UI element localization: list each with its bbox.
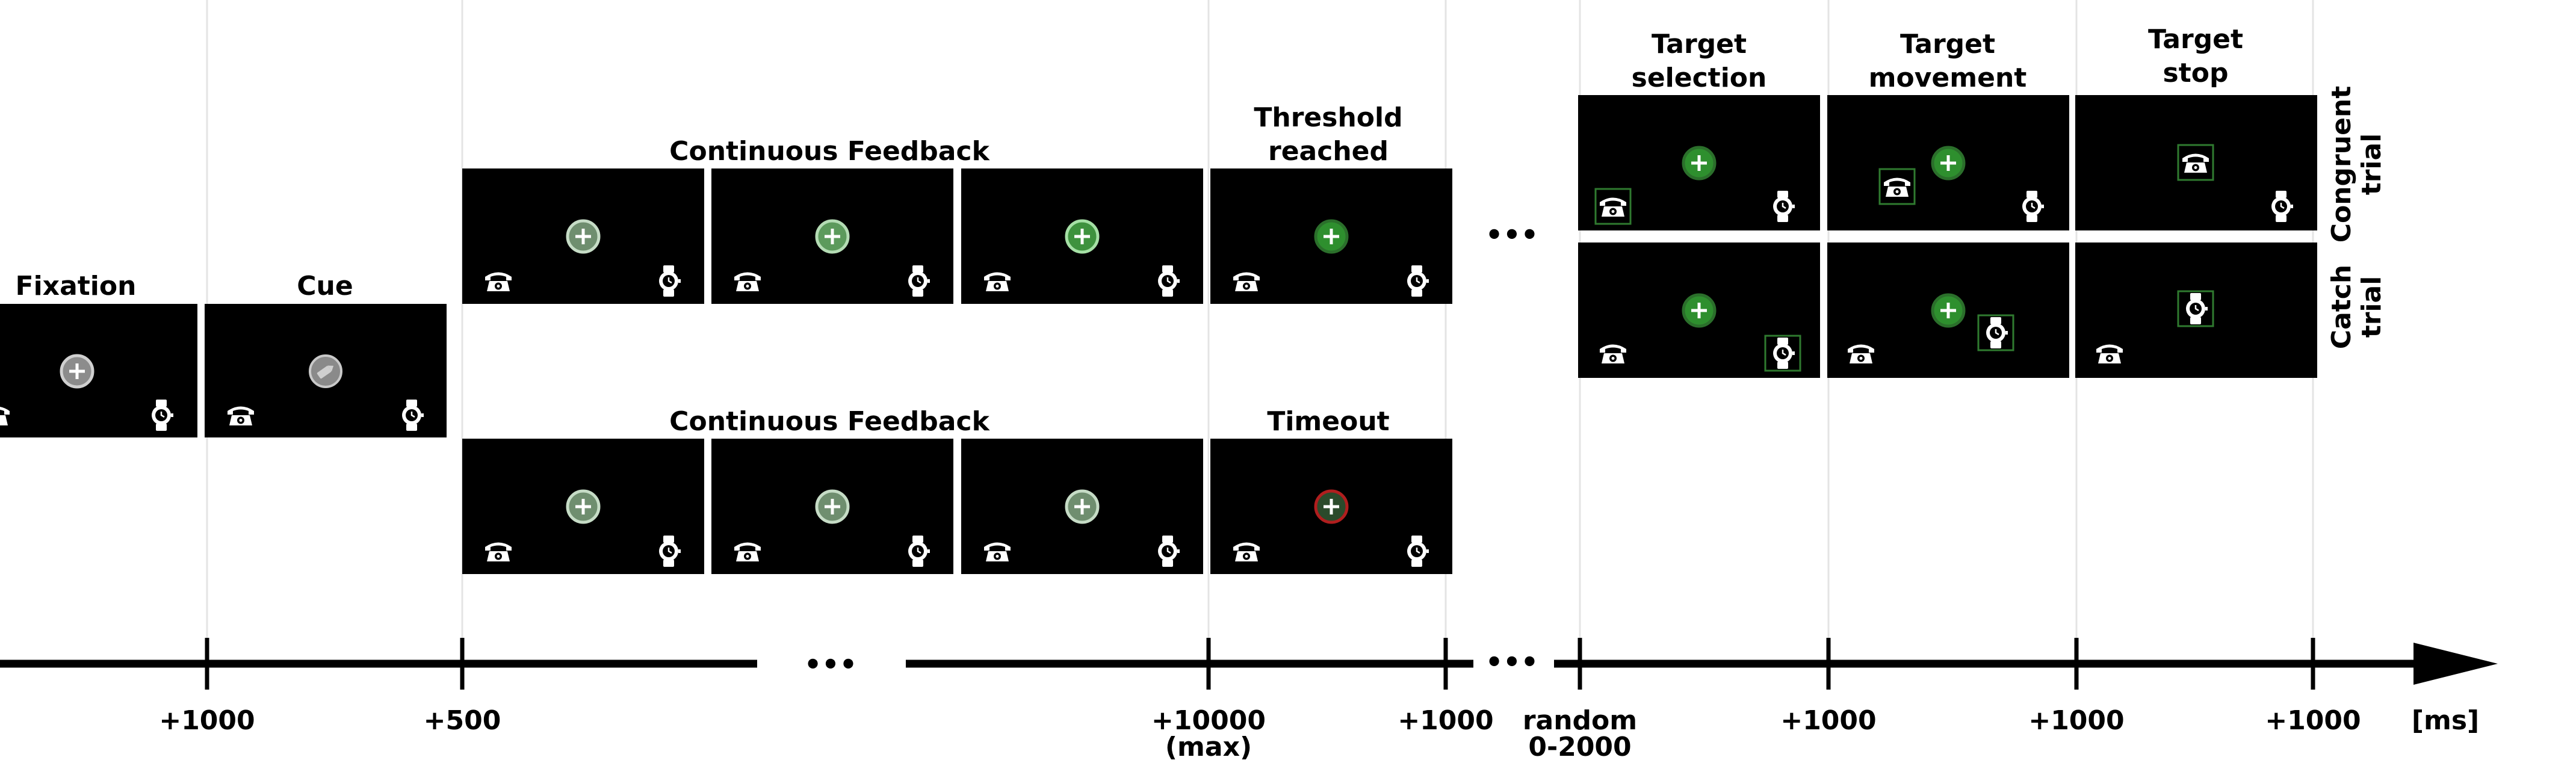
plus-icon (1324, 499, 1339, 514)
fixation-circle (1682, 146, 1717, 181)
stop-label-line1: Target (2148, 24, 2243, 55)
axis-ellipsis: ••• (804, 648, 857, 681)
plus-icon (825, 229, 840, 244)
tick-label: +500 (424, 705, 501, 736)
fixation-circle (1931, 293, 1966, 328)
trial-screens (0, 95, 2317, 574)
axis-ellipsis: ••• (1485, 646, 1538, 678)
tick-label: +1000 (1780, 705, 1876, 736)
trial-screen (462, 168, 704, 304)
movement-label-line1: Target (1900, 29, 1995, 60)
fixation-circle (1065, 489, 1100, 524)
trial-screen (205, 304, 447, 437)
fixation-circle (1314, 219, 1349, 254)
tick-sublabel: 0-2000 (1528, 732, 1631, 762)
plus-icon (1324, 229, 1339, 244)
tick-sublabel: (max) (1165, 732, 1252, 762)
axis-arrowhead (2413, 643, 2498, 685)
fixation-circle (566, 489, 601, 524)
selection-label-line1: Target (1652, 29, 1747, 60)
cue-circle (309, 354, 342, 388)
fixation-circle (60, 354, 94, 389)
plus-icon (575, 499, 591, 514)
threshold-label-line2: reached (1268, 136, 1389, 167)
fixation-circle (566, 219, 601, 254)
feedback-bottom-label: Continuous Feedback (669, 406, 990, 437)
tick-label: +1000 (159, 705, 255, 736)
tick-label: +1000 (1398, 705, 1493, 736)
trial-screen (711, 168, 953, 304)
fixation-circle (1314, 489, 1349, 524)
stop-label-line2: stop (2163, 58, 2229, 88)
congruent-label-line2: trial (2356, 134, 2387, 196)
plus-icon (1691, 303, 1707, 318)
plus-icon (1940, 303, 1956, 318)
plus-icon (1940, 155, 1956, 171)
target-highlight-box (1594, 188, 1632, 225)
timeout-label: Timeout (1267, 406, 1389, 437)
axis-unit: [ms] (2412, 705, 2479, 736)
fixation-label: Fixation (16, 271, 137, 301)
tick-label: +1000 (2265, 705, 2361, 736)
catch-label-line2: trial (2356, 276, 2387, 338)
trial-screen (0, 304, 197, 437)
target-highlight-box (2177, 144, 2214, 181)
trial-screen (711, 439, 953, 574)
tick-label: +1000 (2028, 705, 2124, 736)
pencil-icon (317, 365, 334, 379)
trial-screen (1578, 95, 1820, 230)
target-highlight-box (2177, 290, 2214, 327)
trial-screen (961, 168, 1203, 304)
plus-icon (1074, 229, 1090, 244)
plus-icon (1691, 155, 1707, 171)
fixation-circle (815, 489, 850, 524)
trial-type-labels: Congruent trial Catch trial (2326, 86, 2387, 349)
threshold-label-line1: Threshold (1254, 102, 1402, 133)
selection-label-line2: selection (1632, 63, 1767, 93)
fixation-circle (1931, 146, 1966, 181)
congruent-label-line1: Congruent (2326, 86, 2357, 243)
plus-icon (575, 229, 591, 244)
feedback-top-label: Continuous Feedback (669, 136, 990, 167)
movement-label-line2: movement (1869, 63, 2027, 93)
tick-label: random (1523, 705, 1637, 736)
phase-labels: Fixation Cue Continuous Feedback Continu… (16, 24, 2244, 437)
target-highlight-box (1764, 335, 1801, 372)
trial-screen (1827, 95, 2069, 230)
plus-icon (1074, 499, 1090, 514)
cue-label: Cue (297, 271, 353, 301)
plus-icon (69, 363, 85, 379)
timeline-axis: ••• ••• +1000 +500 +10000(max) +1000 random0… (0, 638, 2498, 762)
trial-screen (1210, 439, 1452, 574)
trial-screen (2075, 95, 2317, 230)
trial-screen (2075, 242, 2317, 378)
plus-icon (825, 499, 840, 514)
fixation-circle (1065, 219, 1100, 254)
stage-ellipsis: ••• (1485, 218, 1538, 251)
trial-screen (462, 439, 704, 574)
catch-label-line1: Catch (2326, 265, 2357, 349)
trial-screen (1578, 242, 1820, 378)
target-highlight-box (1977, 314, 2014, 351)
trial-screen (961, 439, 1203, 574)
tick-label: +10000 (1151, 705, 1266, 736)
trial-screen (1827, 242, 2069, 378)
trial-screen (1210, 168, 1452, 304)
fixation-circle (815, 219, 850, 254)
fixation-circle (1682, 293, 1717, 328)
target-highlight-box (1878, 168, 1916, 205)
